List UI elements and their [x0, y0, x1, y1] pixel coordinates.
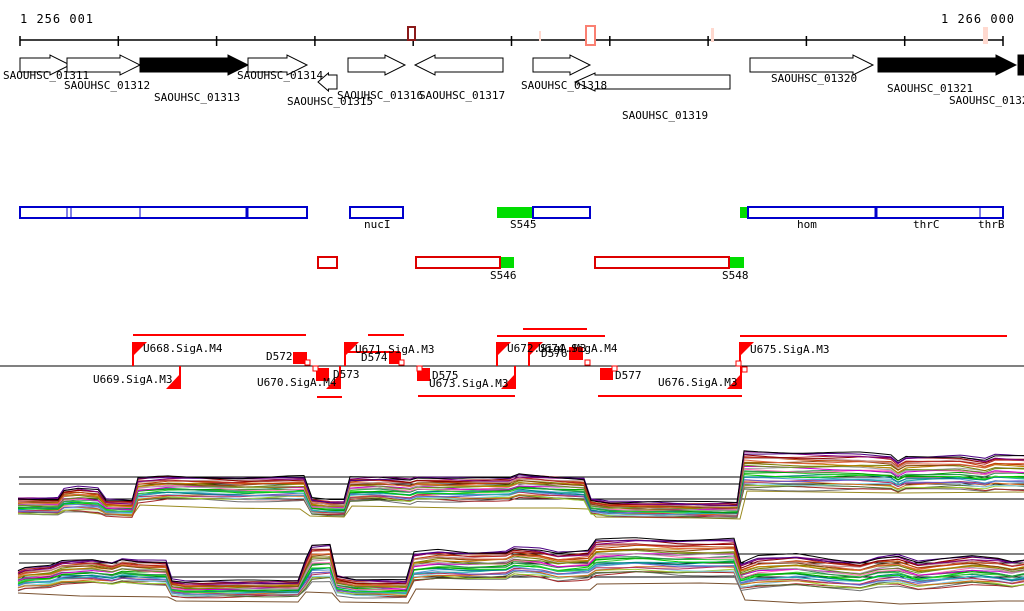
gene-arrow-SAOUHSC_01320[interactable]	[749, 54, 875, 76]
ruler-faint-mark	[711, 28, 714, 42]
ruler-faint-mark	[983, 27, 988, 44]
expression-profile-series	[17, 466, 1024, 512]
marker-box-salmon[interactable]	[585, 25, 596, 46]
expression-profile-series	[17, 450, 1024, 504]
signal-hook	[416, 365, 423, 372]
operon-green-segment[interactable]	[497, 207, 533, 218]
promoter-flag-U671.SigA.M3[interactable]	[345, 342, 359, 356]
signal-hook	[398, 359, 405, 366]
gene-arrow-SAOUHSC_01311[interactable]	[19, 54, 72, 76]
expression-profile-series	[17, 537, 1024, 583]
expression-profile-series	[17, 566, 1024, 597]
gene-arrow-SAOUHSC_01313[interactable]	[139, 54, 250, 76]
promoter-flag-U672.SigA.M3[interactable]	[497, 342, 511, 356]
gene-arrow-SAOUHSC_01312[interactable]	[66, 54, 142, 76]
expression-profile-series	[17, 457, 1024, 508]
expression-profile-series	[17, 539, 1024, 585]
terminator-D572[interactable]	[293, 352, 307, 364]
terminator-D576[interactable]	[569, 347, 583, 360]
promoter-flag-U673.SigA.M3[interactable]	[501, 374, 515, 389]
expression-profile-series	[17, 542, 1024, 585]
gene-arrow-SAOUHSC_0132[interactable]	[1017, 54, 1024, 76]
expression-profile-series	[17, 553, 1024, 591]
promoter-flag-U674.SigA.M4[interactable]	[529, 342, 543, 356]
expression-profile-series	[17, 462, 1024, 510]
expression-profile-series	[17, 476, 1024, 514]
marker-box-dark-red[interactable]	[407, 26, 416, 41]
promoter-flag-U670.SigA.M4[interactable]	[326, 374, 340, 389]
gene-arrow-SAOUHSC_01316[interactable]	[347, 54, 407, 76]
signal-hook	[312, 365, 319, 372]
gene-arrow-SAOUHSC_01321[interactable]	[877, 54, 1018, 76]
promoter-flag-U669.SigA.M3[interactable]	[166, 374, 180, 389]
expression-profile-series	[17, 555, 1024, 591]
expression-profile-series	[17, 565, 1024, 596]
gene-arrow-SAOUHSC_01318[interactable]	[532, 54, 592, 76]
expression-profile-series	[17, 477, 1024, 516]
operon-green-segment[interactable]	[740, 207, 748, 218]
promoter-flag-U675.SigA.M3[interactable]	[740, 342, 754, 356]
signal-hook	[304, 359, 311, 366]
ruler-faint-mark	[539, 31, 541, 41]
gene-arrow-SAOUHSC_01315[interactable]	[317, 71, 338, 93]
transcript-box[interactable]	[415, 256, 501, 269]
expression-profile-series	[17, 461, 1024, 509]
transcript-box[interactable]	[594, 256, 730, 269]
gene-arrow-SAOUHSC_01317[interactable]	[413, 54, 504, 76]
transcript-green-segment[interactable]	[729, 257, 744, 268]
terminator-D573[interactable]	[316, 368, 329, 381]
signal-hook	[741, 366, 748, 373]
transcript-box[interactable]	[317, 256, 338, 269]
terminator-D577[interactable]	[600, 368, 613, 380]
signal-hook	[584, 359, 591, 366]
transcript-green-segment[interactable]	[500, 257, 514, 268]
promoter-flag-U668.SigA.M4[interactable]	[133, 342, 147, 356]
expression-outlier-series	[17, 582, 1024, 605]
operon-box[interactable]	[19, 206, 308, 219]
operon-box[interactable]	[532, 206, 591, 219]
expression-profile-series	[17, 466, 1024, 511]
expression-profile-series	[17, 471, 1024, 513]
gene-arrow-SAOUHSC_01314[interactable]	[247, 54, 309, 76]
terminator-D574[interactable]	[389, 352, 401, 364]
signal-hook	[611, 365, 618, 372]
promoter-flag-U676.SigA.M3[interactable]	[727, 374, 741, 389]
expression-profile-series	[17, 453, 1024, 506]
gene-arrow-SAOUHSC_01319[interactable]	[573, 72, 731, 92]
operon-box[interactable]	[349, 206, 404, 219]
expression-profile-series	[17, 479, 1024, 517]
signal-hook	[735, 360, 742, 367]
expression-profile-series	[17, 480, 1024, 516]
expression-profile-series	[17, 540, 1024, 585]
